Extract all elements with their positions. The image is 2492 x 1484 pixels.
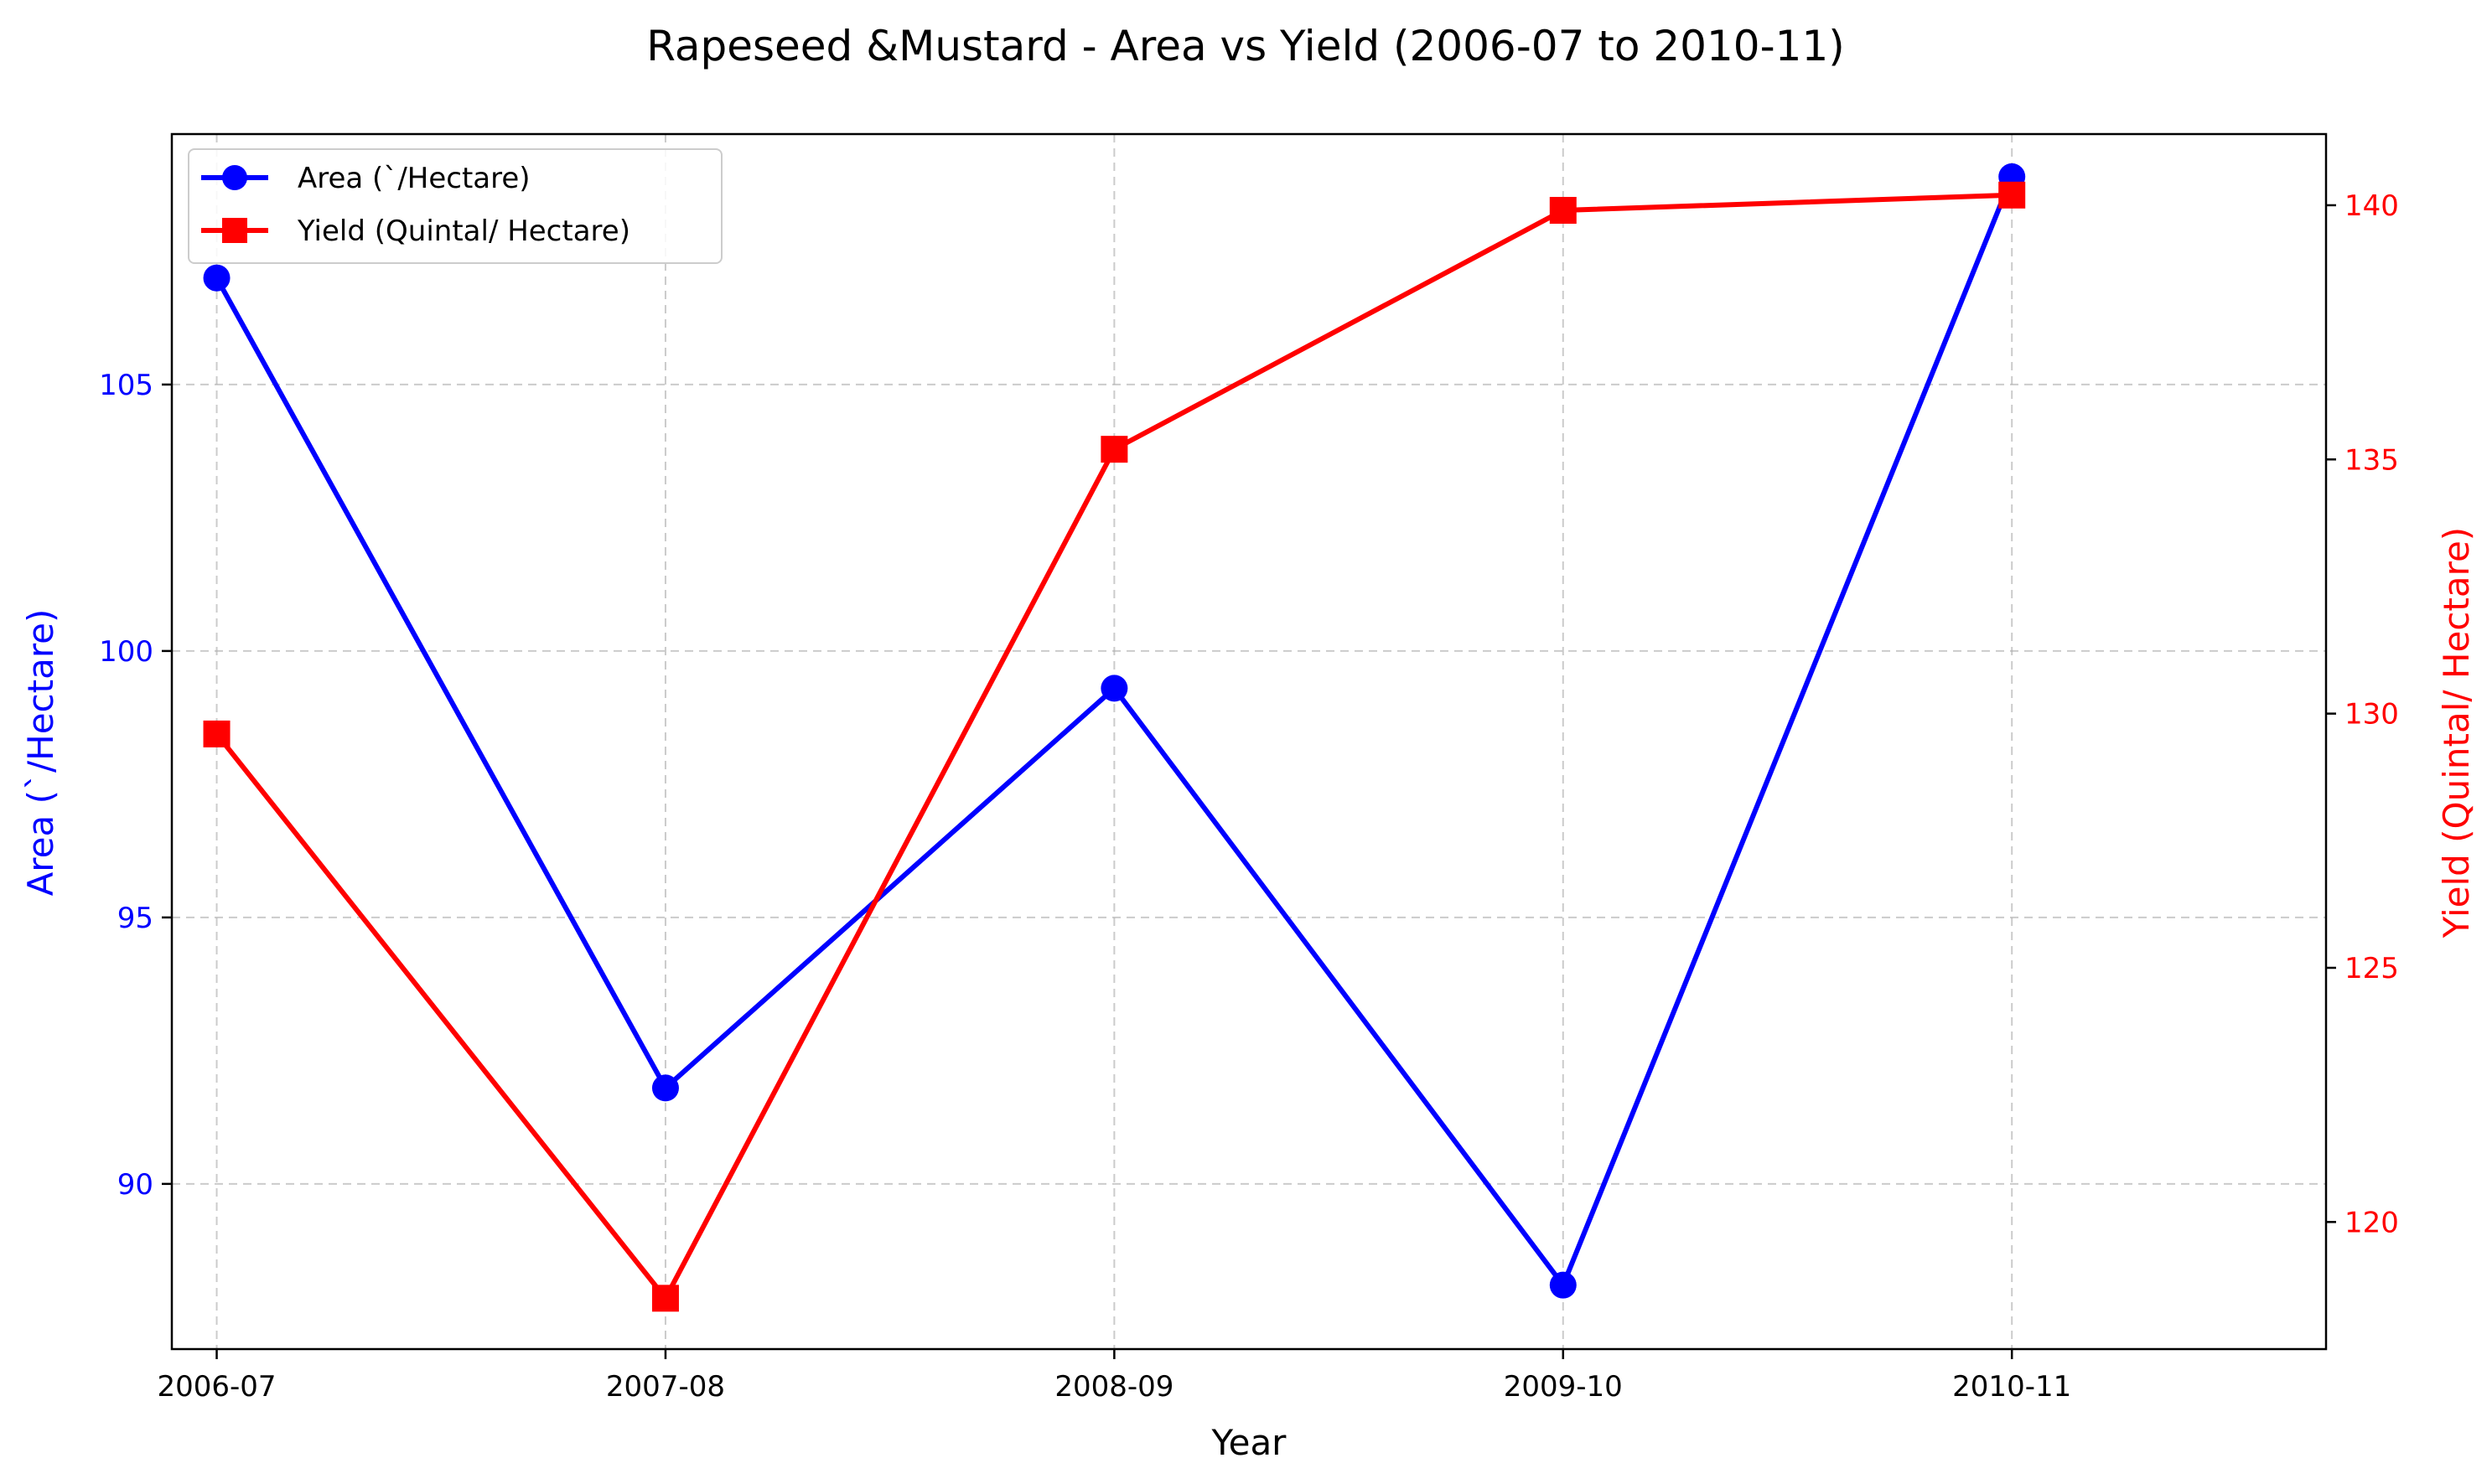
x-tick-label: 2007-08: [606, 1370, 725, 1404]
y-left-tick-label: 90: [117, 1168, 153, 1202]
legend-box: [188, 148, 723, 264]
axis-layer: 2006-07 2007-08 2008-09 2009-10 2010-11 90 95 1…: [99, 189, 2399, 1404]
y-right-tick-label: 125: [2344, 952, 2399, 985]
legend-marker-area: [222, 165, 247, 190]
series-layer: [203, 163, 2026, 1312]
x-tick-label: 2008-09: [1054, 1370, 1173, 1404]
data-point-area: [651, 1074, 679, 1102]
y-left-axis-label: Area (`/Hectare): [20, 609, 61, 897]
legend-entry-area: Area (`/Hectare): [201, 162, 531, 195]
legend-label-area: Area (`/Hectare): [298, 162, 531, 195]
x-tick-label: 2009-10: [1504, 1370, 1623, 1404]
y-right-tick-label: 120: [2344, 1206, 2399, 1239]
data-point-area: [1101, 675, 1128, 702]
y-left-tick-label: 100: [99, 635, 153, 669]
legend-marker-yield: [222, 218, 247, 243]
data-point-yield: [203, 720, 231, 747]
legend-entry-yield: Yield (Quintal/ Hectare): [201, 215, 630, 248]
y-left-tick-label: 105: [99, 369, 153, 402]
data-point-yield: [651, 1285, 679, 1312]
plot-frame: [170, 132, 2328, 1351]
legend-label-yield: Yield (Quintal/ Hectare): [297, 215, 630, 248]
legend: Area (`/Hectare) Yield (Quintal/ Hectare…: [188, 148, 723, 264]
y-right-tick-label: 135: [2344, 443, 2399, 477]
x-tick-label: 2010-11: [1952, 1370, 2071, 1404]
data-point-yield: [1549, 197, 1577, 225]
data-point-area: [1549, 1271, 1577, 1299]
data-point-area: [203, 264, 231, 292]
x-axis-label: Year: [1211, 1422, 1287, 1463]
y-left-tick-label: 95: [117, 902, 153, 935]
y-right-tick-label: 140: [2344, 189, 2399, 223]
data-point-yield: [1998, 181, 2026, 209]
data-point-yield: [1101, 436, 1128, 463]
chart-title: Rapeseed &Mustard - Area vs Yield (2006-…: [646, 22, 1845, 70]
x-tick-label: 2006-07: [158, 1370, 277, 1404]
y-right-axis-label: Yield (Quintal/ Hectare): [2436, 527, 2477, 938]
grid-layer: [172, 134, 2326, 1349]
y-right-tick-label: 130: [2344, 698, 2399, 732]
